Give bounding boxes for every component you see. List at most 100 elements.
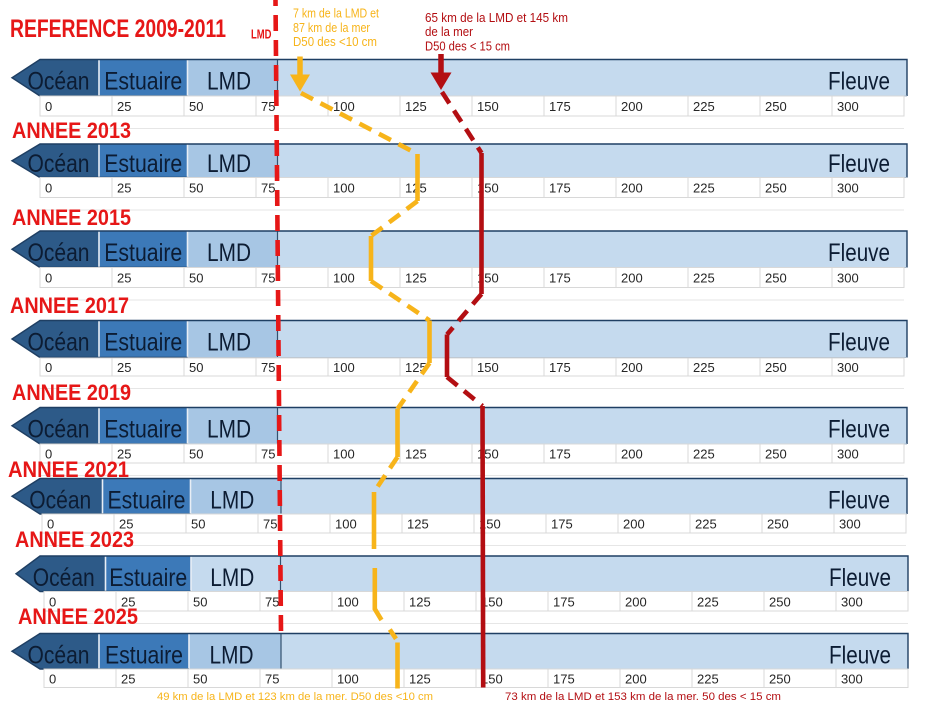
svg-text:Estuaire: Estuaire [108, 487, 186, 515]
svg-text:125: 125 [405, 447, 427, 462]
svg-text:300: 300 [837, 447, 859, 462]
svg-text:D50 des < 15 cm: D50 des < 15 cm [425, 39, 510, 54]
svg-text:Estuaire: Estuaire [104, 329, 182, 357]
svg-text:Estuaire: Estuaire [109, 564, 187, 592]
svg-text:175: 175 [549, 181, 571, 196]
svg-text:100: 100 [337, 594, 359, 609]
svg-text:50: 50 [189, 99, 203, 114]
svg-text:75: 75 [261, 181, 275, 196]
svg-text:Estuaire: Estuaire [104, 239, 182, 267]
svg-text:ANNEE 2017: ANNEE 2017 [10, 293, 129, 318]
svg-text:300: 300 [837, 271, 859, 286]
svg-text:D50 des <10 cm: D50 des <10 cm [293, 35, 377, 49]
svg-text:0: 0 [45, 271, 52, 286]
svg-text:LMD: LMD [210, 642, 254, 670]
svg-text:225: 225 [693, 360, 715, 375]
svg-text:75: 75 [263, 517, 277, 532]
svg-text:225: 225 [693, 99, 715, 114]
svg-text:200: 200 [621, 447, 643, 462]
svg-text:75: 75 [261, 447, 275, 462]
svg-text:Océan: Océan [33, 564, 95, 592]
svg-text:125: 125 [407, 517, 429, 532]
svg-text:300: 300 [841, 671, 863, 686]
svg-text:Fleuve: Fleuve [828, 329, 890, 357]
svg-text:175: 175 [549, 360, 571, 375]
svg-text:75: 75 [265, 594, 279, 609]
svg-text:75: 75 [261, 360, 275, 375]
svg-text:50: 50 [189, 271, 203, 286]
svg-text:175: 175 [549, 447, 571, 462]
svg-text:Estuaire: Estuaire [104, 68, 182, 96]
svg-text:100: 100 [335, 517, 357, 532]
svg-text:Estuaire: Estuaire [104, 416, 182, 444]
svg-text:225: 225 [693, 271, 715, 286]
svg-text:50: 50 [189, 447, 203, 462]
svg-text:Océan: Océan [28, 150, 90, 178]
svg-text:50: 50 [191, 517, 205, 532]
svg-text:0: 0 [45, 360, 52, 375]
svg-text:250: 250 [769, 671, 791, 686]
svg-text:100: 100 [333, 447, 355, 462]
svg-text:100: 100 [333, 181, 355, 196]
svg-text:125: 125 [409, 594, 431, 609]
svg-text:25: 25 [117, 271, 131, 286]
svg-text:175: 175 [553, 671, 575, 686]
svg-text:LMD: LMD [251, 28, 272, 42]
svg-text:25: 25 [121, 671, 135, 686]
svg-text:7 km de la LMD et: 7 km de la LMD et [293, 7, 379, 21]
svg-text:Océan: Océan [28, 416, 90, 444]
svg-text:0: 0 [49, 594, 56, 609]
svg-text:250: 250 [765, 447, 787, 462]
svg-text:125: 125 [405, 99, 427, 114]
svg-text:Océan: Océan [28, 68, 90, 96]
svg-text:75: 75 [261, 99, 275, 114]
svg-text:150: 150 [477, 360, 499, 375]
svg-text:300: 300 [837, 99, 859, 114]
svg-text:175: 175 [549, 99, 571, 114]
svg-text:0: 0 [49, 671, 56, 686]
svg-text:125: 125 [405, 271, 427, 286]
svg-text:Fleuve: Fleuve [828, 150, 890, 178]
svg-text:Fleuve: Fleuve [828, 68, 890, 96]
svg-text:250: 250 [769, 594, 791, 609]
svg-text:25: 25 [121, 594, 135, 609]
svg-text:175: 175 [549, 271, 571, 286]
svg-text:LMD: LMD [207, 329, 251, 357]
svg-text:de la mer: de la mer [425, 24, 474, 39]
svg-text:50: 50 [189, 360, 203, 375]
svg-text:300: 300 [839, 517, 861, 532]
svg-text:100: 100 [337, 671, 359, 686]
svg-text:200: 200 [621, 99, 643, 114]
svg-text:150: 150 [481, 671, 503, 686]
svg-text:300: 300 [837, 181, 859, 196]
svg-text:ANNEE 2015: ANNEE 2015 [12, 205, 131, 230]
svg-text:75: 75 [265, 671, 279, 686]
svg-text:Fleuve: Fleuve [828, 416, 890, 444]
svg-text:200: 200 [625, 671, 647, 686]
svg-text:225: 225 [697, 671, 719, 686]
svg-text:0: 0 [45, 447, 52, 462]
svg-text:ANNEE 2013: ANNEE 2013 [12, 118, 131, 143]
svg-text:Fleuve: Fleuve [828, 487, 890, 515]
svg-text:REFERENCE 2009-2011: REFERENCE 2009-2011 [10, 15, 226, 43]
svg-text:Océan: Océan [28, 642, 90, 670]
svg-text:LMD: LMD [210, 564, 254, 592]
svg-text:25: 25 [117, 99, 131, 114]
svg-text:200: 200 [621, 181, 643, 196]
svg-text:200: 200 [621, 360, 643, 375]
svg-text:150: 150 [481, 594, 503, 609]
svg-text:ANNEE 2023: ANNEE 2023 [15, 527, 134, 552]
svg-text:150: 150 [477, 99, 499, 114]
svg-text:100: 100 [333, 271, 355, 286]
svg-text:Océan: Océan [28, 239, 90, 267]
svg-text:0: 0 [47, 517, 54, 532]
svg-text:LMD: LMD [207, 68, 251, 96]
svg-text:25: 25 [117, 360, 131, 375]
svg-text:ANNEE 2019: ANNEE 2019 [12, 380, 131, 405]
svg-text:Estuaire: Estuaire [105, 642, 183, 670]
svg-text:25: 25 [117, 181, 131, 196]
svg-text:Fleuve: Fleuve [828, 239, 890, 267]
svg-text:250: 250 [765, 360, 787, 375]
svg-text:225: 225 [695, 517, 717, 532]
svg-text:50: 50 [189, 181, 203, 196]
